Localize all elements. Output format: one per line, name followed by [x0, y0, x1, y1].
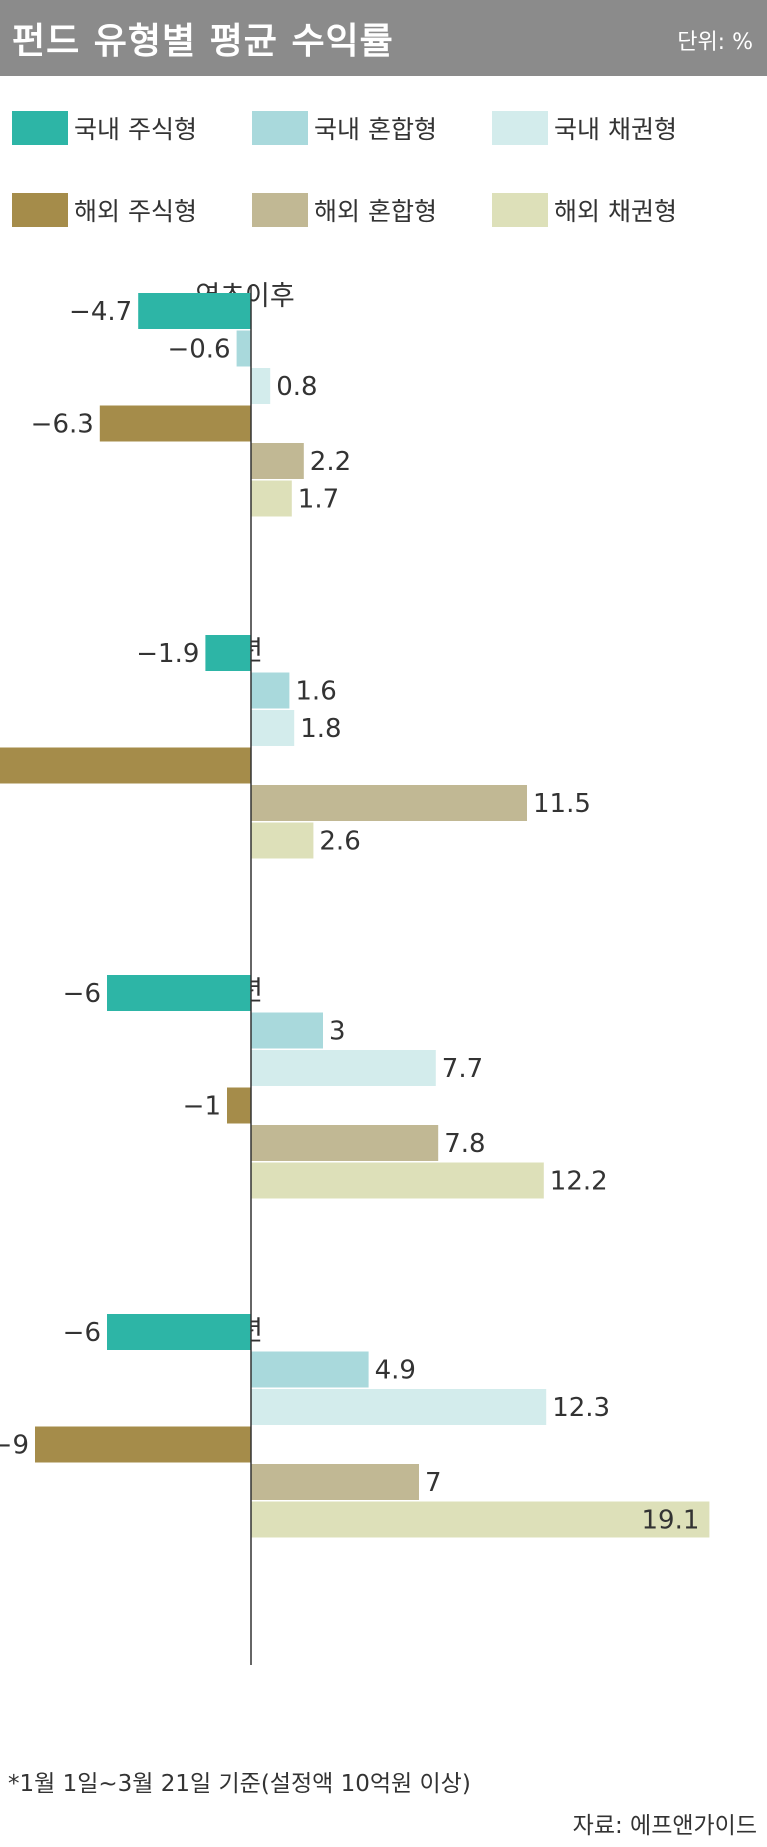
legend-item-domestic-bond: 국내 채권형: [492, 108, 677, 148]
value-label: 12.3: [552, 1393, 610, 1423]
legend-label: 국내 주식형: [74, 115, 197, 144]
value-label: 12.2: [550, 1167, 608, 1197]
value-label: 0.8: [276, 372, 317, 402]
legend-item-domestic-mixed: 국내 혼합형: [252, 108, 437, 148]
value-label: −6: [63, 979, 101, 1009]
legend-swatch: [492, 111, 548, 145]
legend-item-domestic-stock: 국내 주식형: [12, 108, 197, 148]
bar-overseas-mixed: [251, 443, 304, 479]
value-label: 4.9: [375, 1356, 416, 1386]
bar-overseas-bond: [251, 822, 314, 859]
unit-label: 단위: %: [677, 30, 753, 55]
bar-domestic-mixed: [251, 672, 290, 709]
source-note: 자료: 에프앤가이드: [572, 1813, 757, 1839]
bar-domestic-stock: [107, 975, 251, 1011]
legend-label: 해외 혼합형: [314, 197, 437, 226]
bar-domestic-mixed: [251, 1351, 369, 1388]
bar-chart: 연초이후−4.7−0.60.8−6.32.21.71년−1.91.61.813.…: [0, 281, 710, 1665]
bar-domestic-bond: [251, 1389, 547, 1425]
value-label: 11.5: [533, 789, 591, 819]
bar-overseas-bond: [251, 480, 292, 517]
value-label: −6.3: [31, 410, 94, 440]
value-label: −6: [63, 1318, 101, 1348]
value-label: 1.6: [295, 677, 336, 707]
value-label: 7.8: [444, 1129, 485, 1159]
legend-swatch: [252, 111, 308, 145]
bar-overseas-mixed: [251, 1464, 419, 1500]
bar-domestic-bond: [251, 710, 295, 746]
value-label: −0.6: [167, 335, 230, 365]
bar-overseas-stock: [227, 1087, 251, 1124]
bar-overseas-mixed: [251, 785, 527, 821]
value-label: 1.8: [300, 714, 341, 744]
value-label: 7.7: [442, 1054, 483, 1084]
legend-item-overseas-stock: 해외 주식형: [12, 190, 197, 230]
bar-domestic-bond: [251, 1050, 436, 1086]
bar-domestic-mixed: [236, 330, 251, 367]
legend-label: 해외 주식형: [74, 197, 197, 226]
chart-header: 펀드 유형별 평균 수익률 단위: %: [0, 0, 767, 76]
chart-title: 펀드 유형별 평균 수익률: [12, 21, 394, 62]
value-label: −9: [0, 1431, 29, 1461]
legend-label: 국내 채권형: [554, 115, 677, 144]
legend-swatch: [492, 193, 548, 227]
bar-domestic-bond: [251, 368, 271, 404]
bar-overseas-bond: [251, 1501, 710, 1538]
legend-swatch: [252, 193, 308, 227]
value-label: 1.7: [298, 485, 339, 515]
legend-item-overseas-bond: 해외 채권형: [492, 190, 677, 230]
value-label: 3: [329, 1017, 346, 1047]
bar-overseas-stock: [99, 405, 251, 442]
bar-domestic-stock: [205, 635, 251, 671]
value-label: 19.1: [642, 1506, 700, 1536]
value-label: 2.2: [310, 447, 351, 477]
legend-label: 국내 혼합형: [314, 115, 437, 144]
bar-domestic-stock: [107, 1314, 251, 1350]
bar-overseas-stock: [35, 1426, 251, 1463]
value-label: 7: [425, 1468, 442, 1498]
value-label: −4.7: [69, 297, 132, 327]
legend-item-overseas-mixed: 해외 혼합형: [252, 190, 437, 230]
bar-overseas-bond: [251, 1162, 544, 1199]
legend-swatch: [12, 111, 68, 145]
value-label: −1.9: [136, 639, 199, 669]
legend-label: 해외 채권형: [554, 197, 677, 226]
bar-overseas-stock: [0, 747, 251, 784]
value-label: 2.6: [319, 827, 360, 857]
footnote: *1월 1일~3월 21일 기준(설정액 10억원 이상): [8, 1771, 471, 1797]
value-label: −1: [183, 1092, 221, 1122]
legend-swatch: [12, 193, 68, 227]
bar-domestic-mixed: [251, 1012, 323, 1049]
bar-overseas-mixed: [251, 1125, 439, 1161]
bar-domestic-stock: [138, 293, 251, 329]
